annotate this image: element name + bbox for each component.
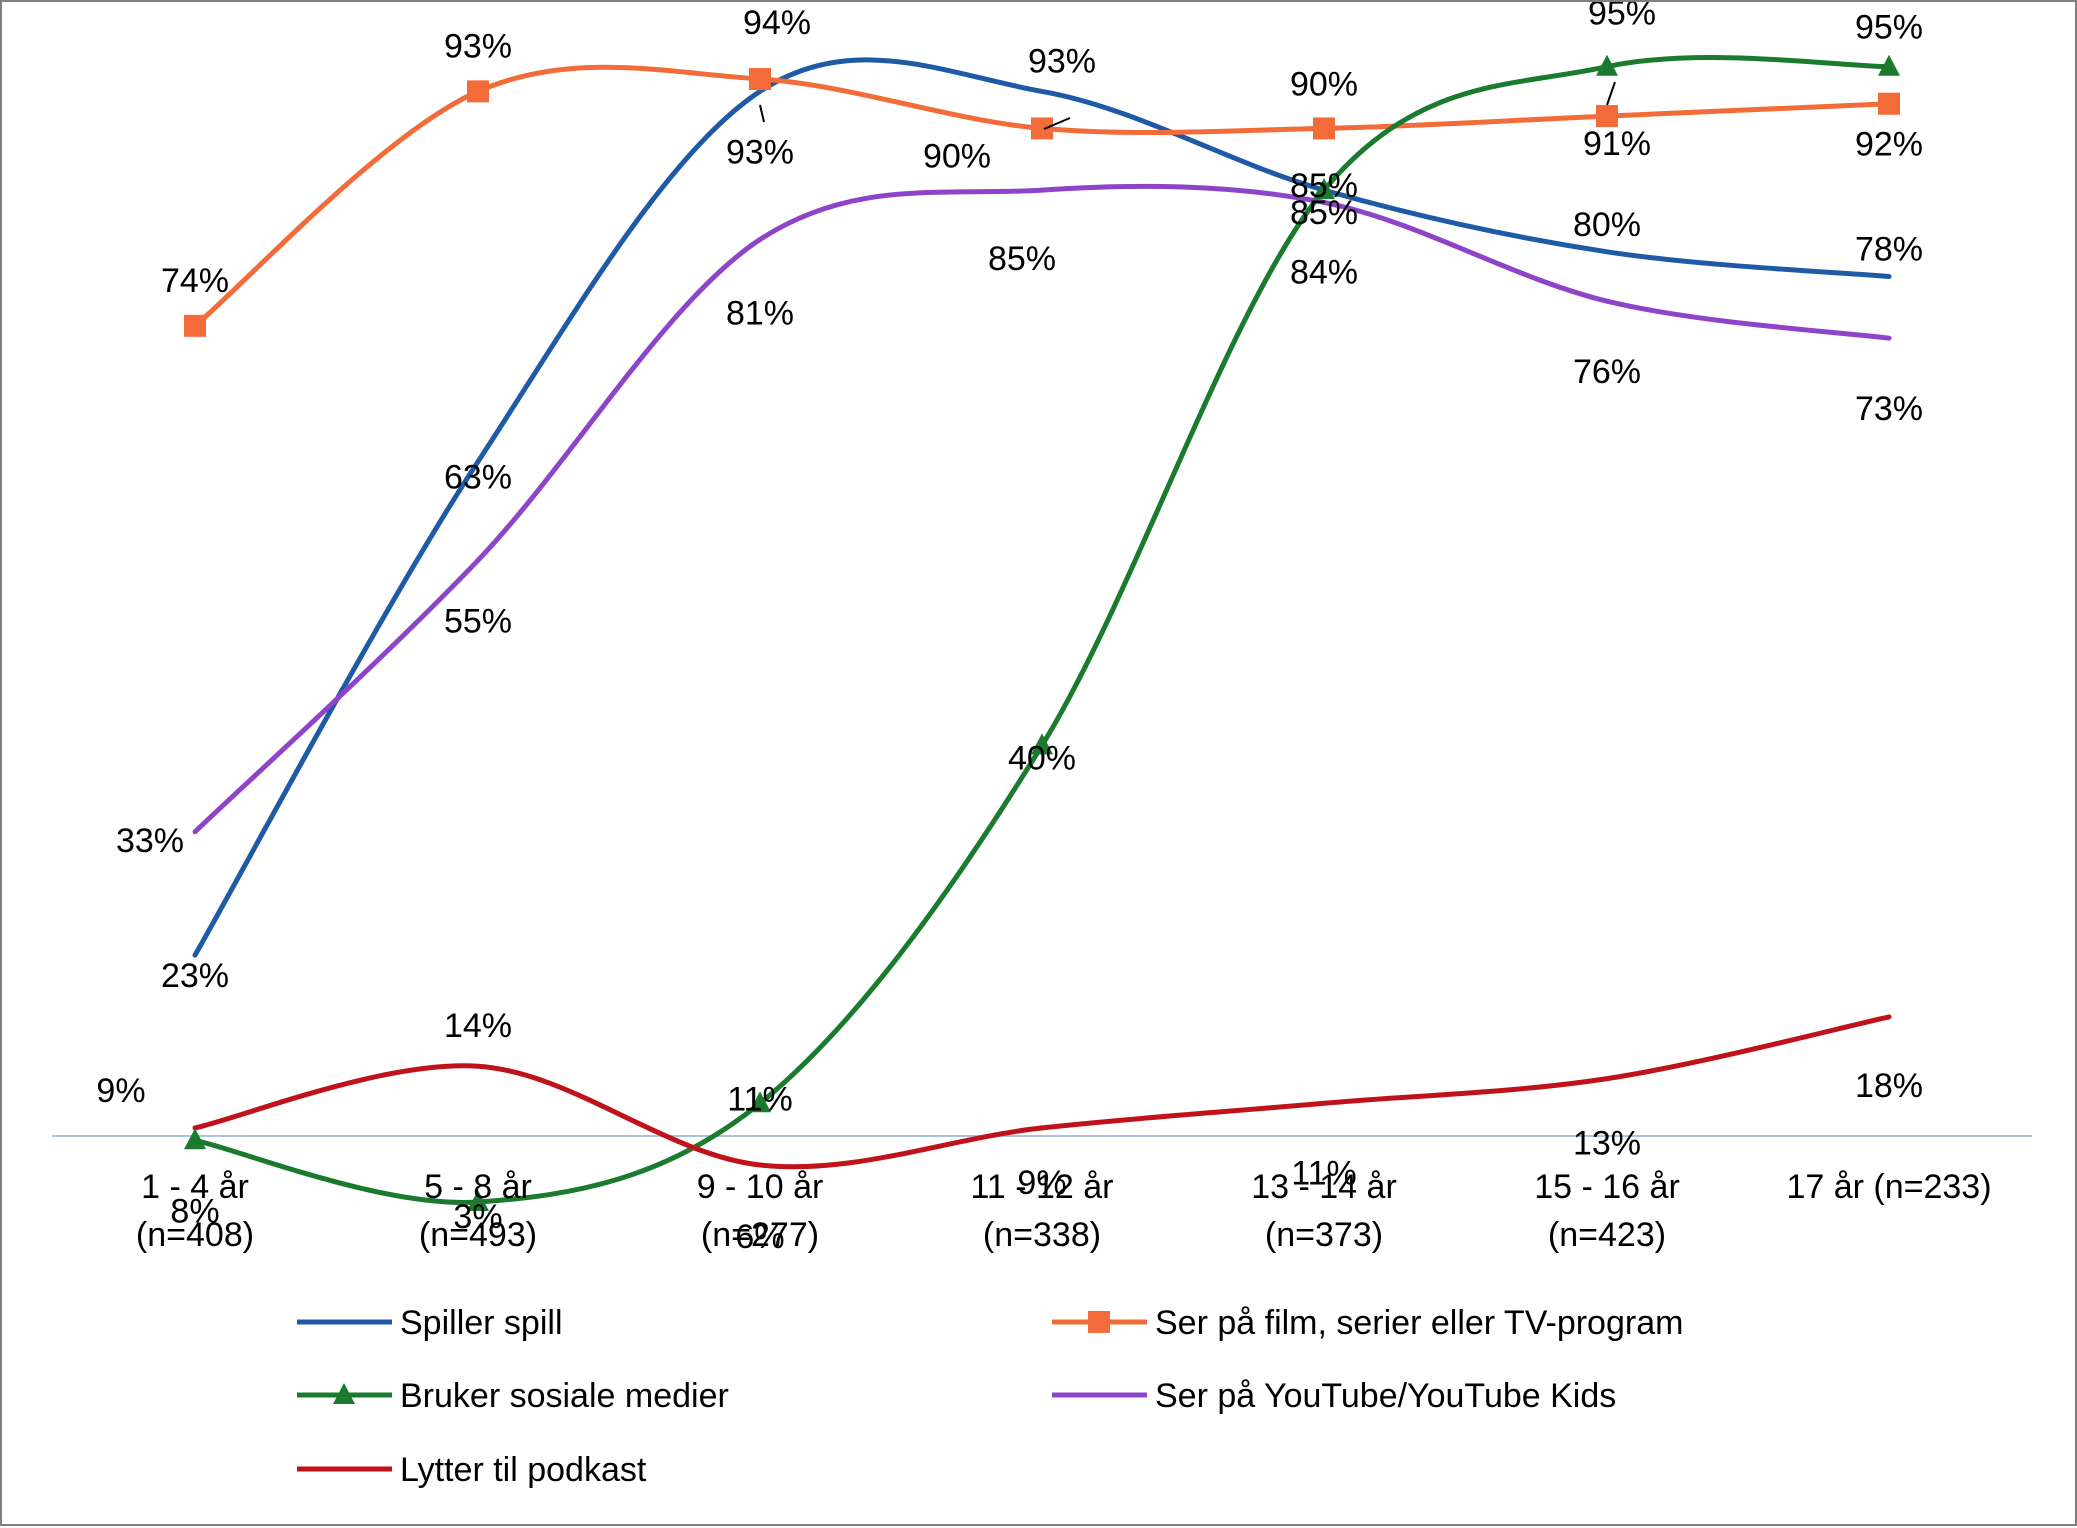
legend-swatch-marker bbox=[333, 1383, 355, 1404]
data-label-lytter-til-podkast-6: 18% bbox=[1855, 1067, 1923, 1105]
series-line-bruker-sosiale-medier bbox=[192, 55, 1892, 1205]
series-line-ser-p-film-serier-eller-tv-program bbox=[192, 64, 1892, 329]
marker-bruker-sosiale-medier-0 bbox=[184, 1128, 206, 1150]
marker-ser-p-film-serier-eller-tv-program-1 bbox=[467, 80, 489, 103]
data-label-ser-p-youtube-youtube-kids-3: 85% bbox=[988, 240, 1056, 278]
marker-ser-p-film-serier-eller-tv-program-3 bbox=[1031, 117, 1053, 140]
leader-line-1 bbox=[1043, 117, 1071, 130]
data-label-lytter-til-podkast-5: 13% bbox=[1573, 1125, 1641, 1163]
data-label-spiller-spill-6: 78% bbox=[1855, 230, 1923, 268]
legend: Spiller spill Ser på film, serier eller T… bbox=[297, 1304, 1683, 1489]
legend-label: Spiller spill bbox=[400, 1304, 563, 1342]
marker-bruker-sosiale-medier-2 bbox=[749, 1091, 771, 1113]
x-tick-label-3: 11 - 12 år (n=338) bbox=[970, 1168, 1113, 1254]
data-label-ser-p-youtube-youtube-kids-0: 33% bbox=[116, 822, 184, 860]
series-line-spiller-spill bbox=[192, 57, 1892, 958]
data-label-bruker-sosiale-medier-3: 40% bbox=[1008, 739, 1076, 777]
data-label-lytter-til-podkast-2: 6% bbox=[735, 1218, 784, 1256]
legend-label: Ser på film, serier eller TV-program bbox=[1155, 1304, 1683, 1342]
data-label-ser-p-youtube-youtube-kids-4: 84% bbox=[1290, 253, 1358, 291]
data-label-bruker-sosiale-medier-5: 95% bbox=[1588, 2, 1656, 33]
x-tick-label-6: 17 år (n=233) bbox=[1786, 1168, 1991, 1206]
series-markers bbox=[184, 54, 1900, 1211]
data-label-lytter-til-podkast-0: 9% bbox=[96, 1072, 145, 1110]
marker-bruker-sosiale-medier-6 bbox=[1878, 54, 1900, 76]
marker-ser-p-film-serier-eller-tv-program-2 bbox=[749, 68, 771, 91]
x-tick-label-5: 15 - 16 år (n=423) bbox=[1534, 1168, 1680, 1254]
x-tick-label-4: 13 - 14 år (n=373) bbox=[1251, 1168, 1397, 1254]
legend-swatch-marker bbox=[1088, 1311, 1110, 1333]
marker-ser-p-film-serier-eller-tv-program-6 bbox=[1878, 92, 1900, 115]
series-lines bbox=[192, 55, 1892, 1205]
series-line-ser-p-youtube-youtube-kids bbox=[192, 183, 1892, 835]
data-label-lytter-til-podkast-3: 9% bbox=[1017, 1164, 1066, 1202]
data-label-ser-p-youtube-youtube-kids-1: 55% bbox=[444, 602, 512, 640]
legend-label: Bruker sosiale medier bbox=[400, 1377, 729, 1415]
marker-bruker-sosiale-medier-1 bbox=[467, 1189, 489, 1211]
x-tick-label-2: 9 - 10 år (n=277) bbox=[697, 1168, 824, 1254]
legend-label: Ser på YouTube/YouTube Kids bbox=[1155, 1377, 1616, 1415]
data-label-ser-p-film-serier-eller-tv-program-3: 90% bbox=[923, 137, 991, 175]
data-label-ser-p-film-serier-eller-tv-program-4: 90% bbox=[1290, 65, 1358, 103]
marker-ser-p-film-serier-eller-tv-program-5 bbox=[1596, 105, 1618, 128]
legend-item-lytter-til-podkast: Lytter til podkast bbox=[297, 1451, 647, 1489]
data-labels: 23% 63% 93% 93% 85% 80% 78% 74% 93% 94% 90% 90% 91% 9… bbox=[96, 2, 1923, 1256]
legend-item-ser-p-film-serier-eller-tv-program: Ser på film, serier eller TV-program bbox=[1052, 1304, 1683, 1342]
data-label-ser-p-youtube-youtube-kids-2: 81% bbox=[726, 294, 794, 332]
data-label-bruker-sosiale-medier-2: 11% bbox=[727, 1080, 793, 1118]
data-label-ser-p-youtube-youtube-kids-6: 73% bbox=[1855, 390, 1923, 428]
data-label-bruker-sosiale-medier-4: 85% bbox=[1290, 167, 1358, 205]
legend-label: Lytter til podkast bbox=[400, 1451, 647, 1489]
data-label-ser-p-film-serier-eller-tv-program-1: 93% bbox=[444, 27, 512, 65]
data-label-spiller-spill-1: 63% bbox=[444, 459, 512, 497]
legend-item-spiller-spill: Spiller spill bbox=[297, 1304, 563, 1342]
leader-line-0 bbox=[759, 104, 765, 123]
data-label-ser-p-film-serier-eller-tv-program-5: 91% bbox=[1583, 125, 1651, 163]
label-leader-lines bbox=[759, 81, 1616, 130]
data-label-spiller-spill-5: 80% bbox=[1573, 206, 1641, 244]
data-label-ser-p-film-serier-eller-tv-program-0: 74% bbox=[161, 262, 229, 300]
leader-line-2 bbox=[1606, 81, 1616, 106]
data-label-spiller-spill-4: 85% bbox=[1290, 194, 1358, 232]
marker-bruker-sosiale-medier-4 bbox=[1313, 178, 1335, 200]
data-label-bruker-sosiale-medier-1: 3% bbox=[453, 1198, 502, 1236]
data-label-spiller-spill-2: 93% bbox=[726, 133, 794, 171]
x-tick-label-1: 5 - 8 år (n=493) bbox=[419, 1168, 537, 1254]
legend-item-bruker-sosiale-medier: Bruker sosiale medier bbox=[297, 1377, 729, 1415]
data-label-ser-p-youtube-youtube-kids-5: 76% bbox=[1573, 353, 1641, 391]
marker-ser-p-film-serier-eller-tv-program-4 bbox=[1313, 117, 1335, 140]
data-label-spiller-spill-0: 23% bbox=[161, 957, 229, 995]
data-label-lytter-til-podkast-4: 11% bbox=[1291, 1154, 1357, 1192]
series-line-lytter-til-podkast bbox=[192, 1014, 1892, 1170]
marker-bruker-sosiale-medier-3 bbox=[1031, 733, 1053, 755]
legend-item-ser-p-youtube-youtube-kids: Ser på YouTube/YouTube Kids bbox=[1052, 1377, 1616, 1415]
data-label-spiller-spill-3: 93% bbox=[1028, 42, 1096, 80]
data-label-ser-p-film-serier-eller-tv-program-2: 94% bbox=[743, 4, 811, 42]
data-label-bruker-sosiale-medier-0: 8% bbox=[170, 1192, 219, 1230]
data-label-bruker-sosiale-medier-6: 95% bbox=[1855, 9, 1923, 47]
x-tick-label-0: 1 - 4 år (n=408) bbox=[136, 1168, 254, 1254]
x-tick-labels: 1 - 4 år (n=408) 5 - 8 år (n=493) 9 - 10 år(… bbox=[136, 1168, 1992, 1254]
marker-ser-p-film-serier-eller-tv-program-0 bbox=[184, 314, 206, 337]
marker-bruker-sosiale-medier-5 bbox=[1596, 54, 1618, 76]
data-label-ser-p-film-serier-eller-tv-program-6: 92% bbox=[1855, 126, 1923, 164]
data-label-lytter-til-podkast-1: 14% bbox=[444, 1007, 512, 1045]
